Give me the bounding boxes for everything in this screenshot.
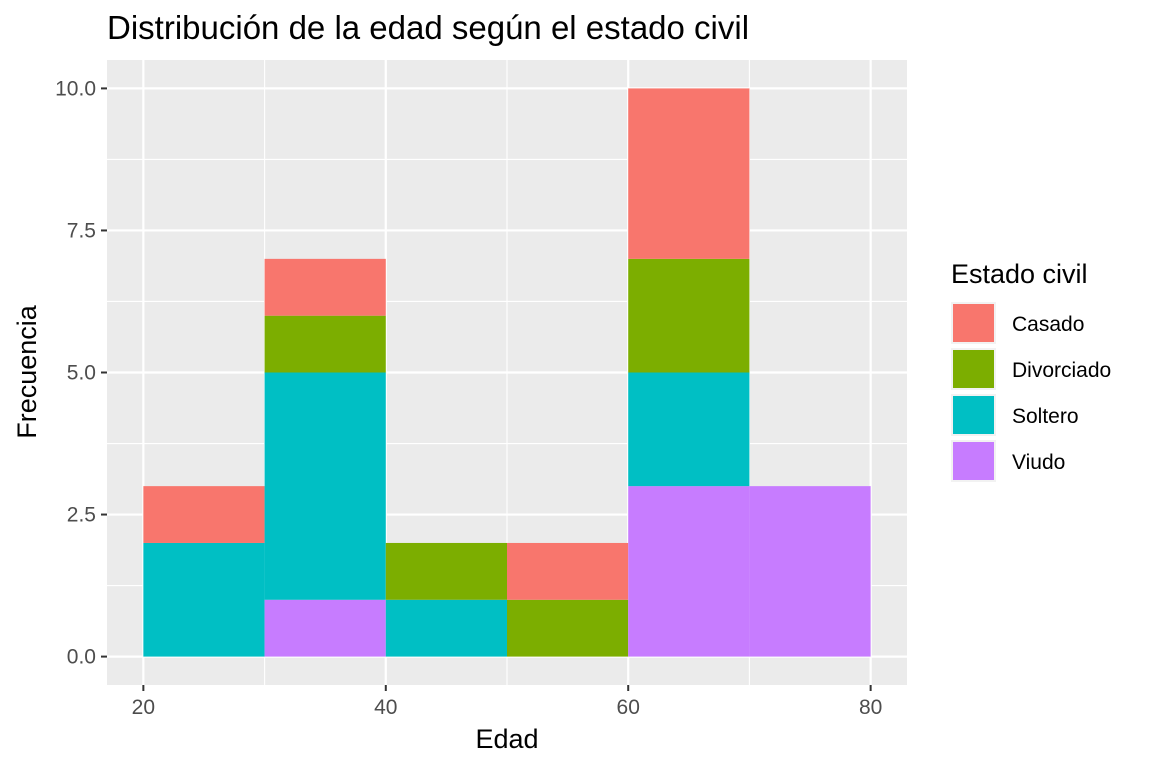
y-tick-label: 0.0 [67, 646, 96, 669]
bar-viudo-bin-30-40 [264, 599, 386, 657]
legend-title: Estado civil [951, 259, 1088, 289]
bar-casado-bin-30-40 [264, 258, 386, 316]
bar-casado-bin-20-30 [143, 486, 265, 543]
y-tick-label: 5.0 [67, 362, 96, 385]
bar-casado-bin-50-60 [507, 542, 629, 600]
y-axis-title: Frecuencia [12, 304, 42, 439]
legend-swatch-viudo [953, 442, 994, 480]
bar-soltero-bin-40-50 [385, 599, 507, 657]
histogram-bars [143, 88, 871, 657]
bar-viudo-bin-70-80 [749, 486, 871, 657]
x-tick-label: 60 [617, 696, 640, 719]
x-tick-label: 20 [132, 696, 155, 719]
bar-viudo-bin-60-70 [628, 486, 750, 657]
bar-soltero-bin-60-70 [628, 372, 750, 487]
bar-divorciado-bin-30-40 [264, 315, 386, 373]
y-tick-label: 10.0 [55, 77, 96, 100]
bar-soltero-bin-20-30 [143, 542, 265, 657]
bar-divorciado-bin-60-70 [628, 258, 750, 373]
x-tick-label: 80 [859, 696, 882, 719]
x-axis: 20 40 60 80 [132, 685, 882, 719]
x-tick-label: 40 [374, 696, 397, 719]
legend-swatch-casado [953, 304, 994, 342]
bar-divorciado-bin-40-50 [385, 542, 507, 600]
chart-title: Distribución de la edad según el estado … [107, 9, 749, 46]
legend-label-soltero: Soltero [1012, 405, 1079, 428]
legend-items: Casado Divorciado Soltero Viudo [951, 302, 1111, 482]
legend-swatch-divorciado [953, 350, 994, 388]
legend-swatch-soltero [953, 396, 994, 434]
legend: Estado civil Casado Divorciado Soltero Viud… [951, 259, 1111, 482]
bar-casado-bin-60-70 [628, 88, 750, 259]
legend-label-divorciado: Divorciado [1012, 359, 1111, 382]
bar-divorciado-bin-50-60 [507, 599, 629, 657]
legend-label-casado: Casado [1012, 313, 1084, 336]
x-axis-title: Edad [475, 724, 538, 754]
y-axis: 0.0 2.5 5.0 7.5 10.0 [55, 77, 107, 669]
y-tick-label: 2.5 [67, 504, 96, 527]
bar-soltero-bin-30-40 [264, 372, 386, 600]
y-tick-label: 7.5 [67, 219, 96, 242]
legend-label-viudo: Viudo [1012, 451, 1065, 474]
